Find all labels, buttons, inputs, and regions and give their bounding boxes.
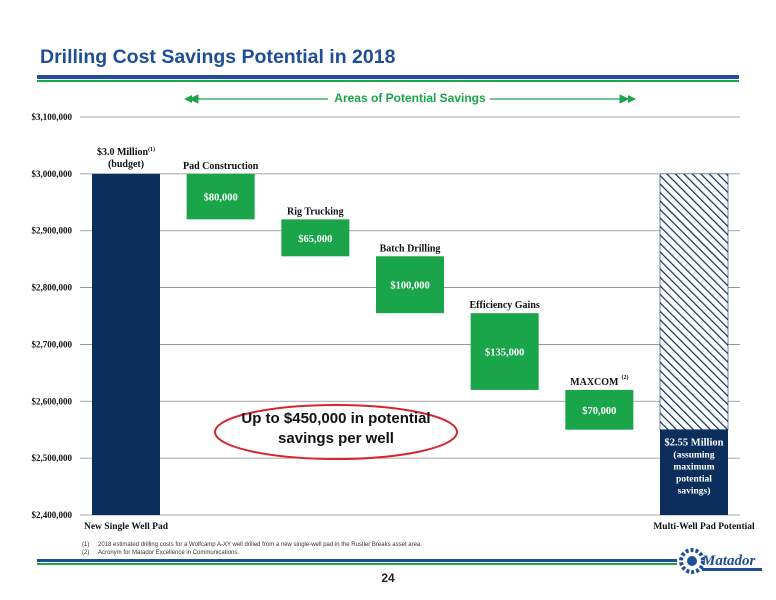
- page-number: 24: [381, 571, 395, 585]
- title-rule-green: [37, 80, 739, 82]
- bar-name-label: MAXCOM (2): [570, 374, 628, 388]
- bar-name-label: Pad Construction: [183, 161, 259, 172]
- y-tick-label: $2,600,000: [32, 396, 73, 406]
- y-tick-label: $2,400,000: [32, 510, 73, 520]
- x-label: Multi-Well Pad Potential: [653, 522, 755, 532]
- y-tick-label: $2,500,000: [32, 453, 73, 463]
- bar-name-label: Batch Drilling: [380, 243, 441, 254]
- callout-line-1: Up to $450,000 in potential: [241, 410, 431, 427]
- areas-arrow: [184, 94, 636, 104]
- bar-decrease: [376, 256, 444, 314]
- label-superscript: (1): [148, 146, 155, 153]
- bar-decrease: [186, 173, 255, 220]
- areas-label: Areas of Potential Savings: [334, 91, 486, 105]
- callout-line-2: savings per well: [278, 430, 394, 447]
- bar-total: [92, 173, 160, 515]
- x-label: New Single Well Pad: [84, 522, 169, 532]
- bar-value-label: $100,000: [390, 281, 429, 292]
- bar-value-label: $70,000: [582, 406, 616, 417]
- bar-top-label: $3.0 Million(1): [97, 146, 155, 158]
- bar-inner-label: potential: [676, 475, 712, 485]
- bar-decrease: [281, 219, 350, 257]
- callout-ellipse: [214, 404, 458, 460]
- footnote-1: (1) 2018 estimated drilling costs for a W…: [82, 542, 422, 548]
- bar-name-label: Efficiency Gains: [470, 300, 540, 311]
- page-title: Drilling Cost Savings Potential in 2018: [40, 46, 396, 68]
- bar-value-label: $65,000: [298, 234, 332, 245]
- y-tick-label: $2,700,000: [32, 339, 73, 349]
- y-tick-label: $2,800,000: [32, 283, 73, 293]
- svg-text:Matador: Matador: [701, 553, 756, 569]
- footer-rule-green: [37, 563, 677, 565]
- label-superscript: (2): [621, 374, 628, 381]
- matador-logo: Matador: [679, 548, 762, 574]
- title-rule-blue: [37, 75, 739, 79]
- waterfall-chart: $2,400,000 $2,500,000 $2,600,000 $2,700,000…: [32, 112, 756, 532]
- bar-inner-label: savings): [678, 486, 711, 497]
- bar-top-sublabel: (budget): [108, 159, 144, 170]
- areas-of-savings-banner: Areas of Potential Savings: [180, 90, 640, 108]
- savings-callout: Up to $450,000 in potential savings per …: [212, 402, 460, 462]
- bar-decrease: [470, 313, 539, 390]
- bar-value-label: $135,000: [485, 348, 524, 359]
- bar-decrease: [565, 389, 634, 430]
- y-tick-label: $2,900,000: [32, 226, 73, 236]
- bar-inner-label: maximum: [673, 463, 714, 473]
- bar-total: [660, 429, 728, 515]
- y-tick-label: $3,000,000: [32, 169, 73, 179]
- y-tick-label: $3,100,000: [32, 112, 73, 122]
- bar-value-label: $80,000: [204, 193, 238, 204]
- bar-hatched-savings: [659, 173, 729, 431]
- bar-inner-label: $2.55 Million: [665, 438, 724, 449]
- footnote-2: (2) Acronym for Matador Excellence in Com…: [82, 550, 240, 556]
- footer-rule-blue: [37, 559, 677, 562]
- bar-inner-label: (assuming: [673, 450, 714, 461]
- footnotes: (1) 2018 estimated drilling costs for a W…: [82, 541, 422, 557]
- bar-name-label: Rig Trucking: [287, 206, 344, 217]
